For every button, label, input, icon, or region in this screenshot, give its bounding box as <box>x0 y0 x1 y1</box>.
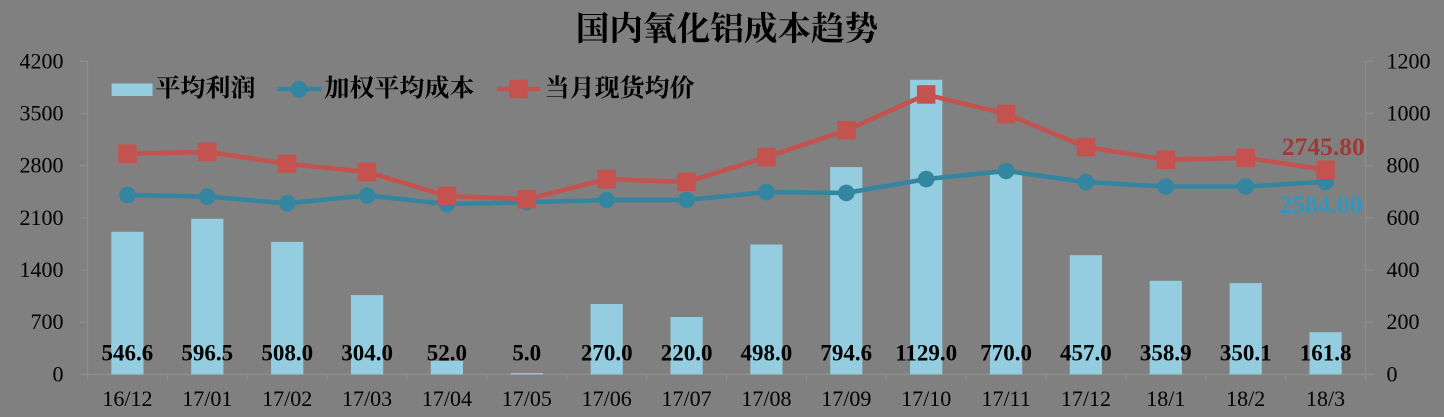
svg-text:2584.00: 2584.00 <box>1280 190 1363 219</box>
svg-text:17/03: 17/03 <box>342 386 392 411</box>
svg-text:17/01: 17/01 <box>182 386 232 411</box>
svg-text:457.0: 457.0 <box>1060 341 1112 366</box>
svg-text:400: 400 <box>1387 257 1420 282</box>
svg-text:220.0: 220.0 <box>661 341 713 366</box>
svg-text:700: 700 <box>31 309 64 334</box>
svg-text:4200: 4200 <box>20 48 64 73</box>
svg-text:17/04: 17/04 <box>422 386 472 411</box>
svg-text:17/09: 17/09 <box>821 386 871 411</box>
svg-text:1400: 1400 <box>20 257 64 282</box>
svg-text:600: 600 <box>1387 205 1420 230</box>
svg-text:546.6: 546.6 <box>102 341 154 366</box>
svg-text:17/05: 17/05 <box>502 386 552 411</box>
svg-text:3500: 3500 <box>20 101 64 126</box>
svg-text:596.5: 596.5 <box>181 341 233 366</box>
svg-text:0: 0 <box>1387 361 1398 386</box>
svg-text:17/11: 17/11 <box>981 386 1030 411</box>
svg-text:2745.80: 2745.80 <box>1282 132 1365 161</box>
svg-text:358.9: 358.9 <box>1140 341 1192 366</box>
svg-text:17/12: 17/12 <box>1061 386 1111 411</box>
svg-text:18/2: 18/2 <box>1226 386 1265 411</box>
svg-text:794.6: 794.6 <box>820 341 872 366</box>
svg-text:498.0: 498.0 <box>741 341 793 366</box>
svg-text:508.0: 508.0 <box>261 341 313 366</box>
svg-text:2800: 2800 <box>20 153 64 178</box>
svg-text:0: 0 <box>53 361 64 386</box>
svg-text:161.8: 161.8 <box>1300 341 1352 366</box>
svg-text:17/06: 17/06 <box>582 386 632 411</box>
svg-text:1200: 1200 <box>1387 48 1431 73</box>
svg-text:1000: 1000 <box>1387 101 1431 126</box>
svg-text:17/07: 17/07 <box>662 386 712 411</box>
svg-text:270.0: 270.0 <box>581 341 633 366</box>
svg-text:350.1: 350.1 <box>1220 341 1272 366</box>
svg-text:5.0: 5.0 <box>512 341 541 366</box>
svg-text:16/12: 16/12 <box>102 386 152 411</box>
svg-text:2100: 2100 <box>20 205 64 230</box>
svg-text:304.0: 304.0 <box>341 341 393 366</box>
svg-text:1129.0: 1129.0 <box>895 341 957 366</box>
svg-text:770.0: 770.0 <box>980 341 1032 366</box>
svg-text:18/1: 18/1 <box>1146 386 1185 411</box>
svg-text:17/10: 17/10 <box>901 386 951 411</box>
svg-text:17/02: 17/02 <box>262 386 312 411</box>
svg-text:52.0: 52.0 <box>427 341 467 366</box>
svg-text:17/08: 17/08 <box>741 386 791 411</box>
svg-text:18/3: 18/3 <box>1306 386 1345 411</box>
svg-text:200: 200 <box>1387 309 1420 334</box>
svg-text:800: 800 <box>1387 153 1420 178</box>
